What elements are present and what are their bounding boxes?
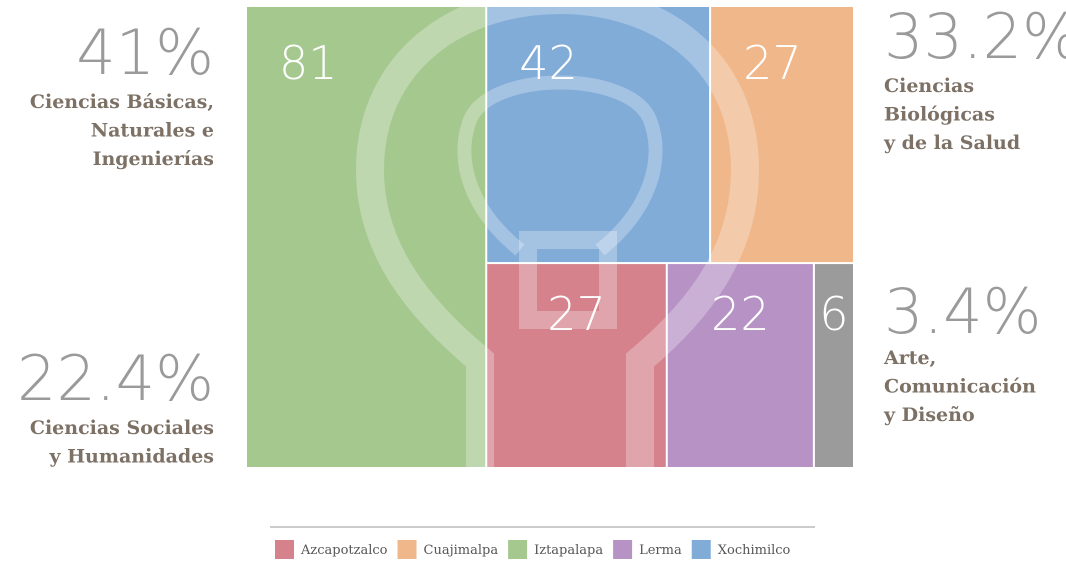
category-label: Ciencias Básicas, xyxy=(30,91,214,113)
category-label: Arte, xyxy=(883,347,936,369)
category-label: y Diseño xyxy=(883,404,975,426)
category-label: Naturales e xyxy=(91,120,214,142)
cell-label: 42 xyxy=(519,36,578,90)
legend-swatch xyxy=(398,540,417,559)
legend: Azcapotzalco Cuajimalpa Iztapalapa Lerma Xoc… xyxy=(275,540,791,559)
legend-swatch xyxy=(275,540,294,559)
share-label: 33.2% xyxy=(884,0,1066,73)
share-label: 41% xyxy=(76,16,214,89)
legend-swatch xyxy=(613,540,632,559)
category-label: Comunicación xyxy=(884,376,1036,398)
legend-label: Iztapalapa xyxy=(534,543,603,558)
cell-label: 22 xyxy=(711,287,770,341)
category-label: Ciencias Sociales xyxy=(30,417,214,439)
cell-label: 6 xyxy=(819,287,848,341)
category-label: y Humanidades xyxy=(48,446,214,468)
legend-label: Cuajimalpa xyxy=(424,543,499,558)
category-label: y de la Salud xyxy=(883,132,1020,154)
legend-label: Lerma xyxy=(639,543,682,558)
cell-label: 81 xyxy=(279,36,338,90)
share-label: 22.4% xyxy=(17,342,214,415)
category-label: Ingenierías xyxy=(93,148,214,170)
cell-label: 27 xyxy=(743,36,802,90)
cell-label: 27 xyxy=(547,287,606,341)
legend-label: Xochimilco xyxy=(718,543,791,558)
share-label: 3.4% xyxy=(884,275,1042,348)
chart: 81 42 27 27 22 6 41%Ciencias Básicas, Naturale… xyxy=(0,0,1066,562)
legend-label: Azcapotzalco xyxy=(300,543,388,558)
legend-swatch xyxy=(692,540,711,559)
legend-swatch xyxy=(508,540,527,559)
category-label: Ciencias xyxy=(884,75,974,97)
category-label: Biológicas xyxy=(884,104,995,126)
